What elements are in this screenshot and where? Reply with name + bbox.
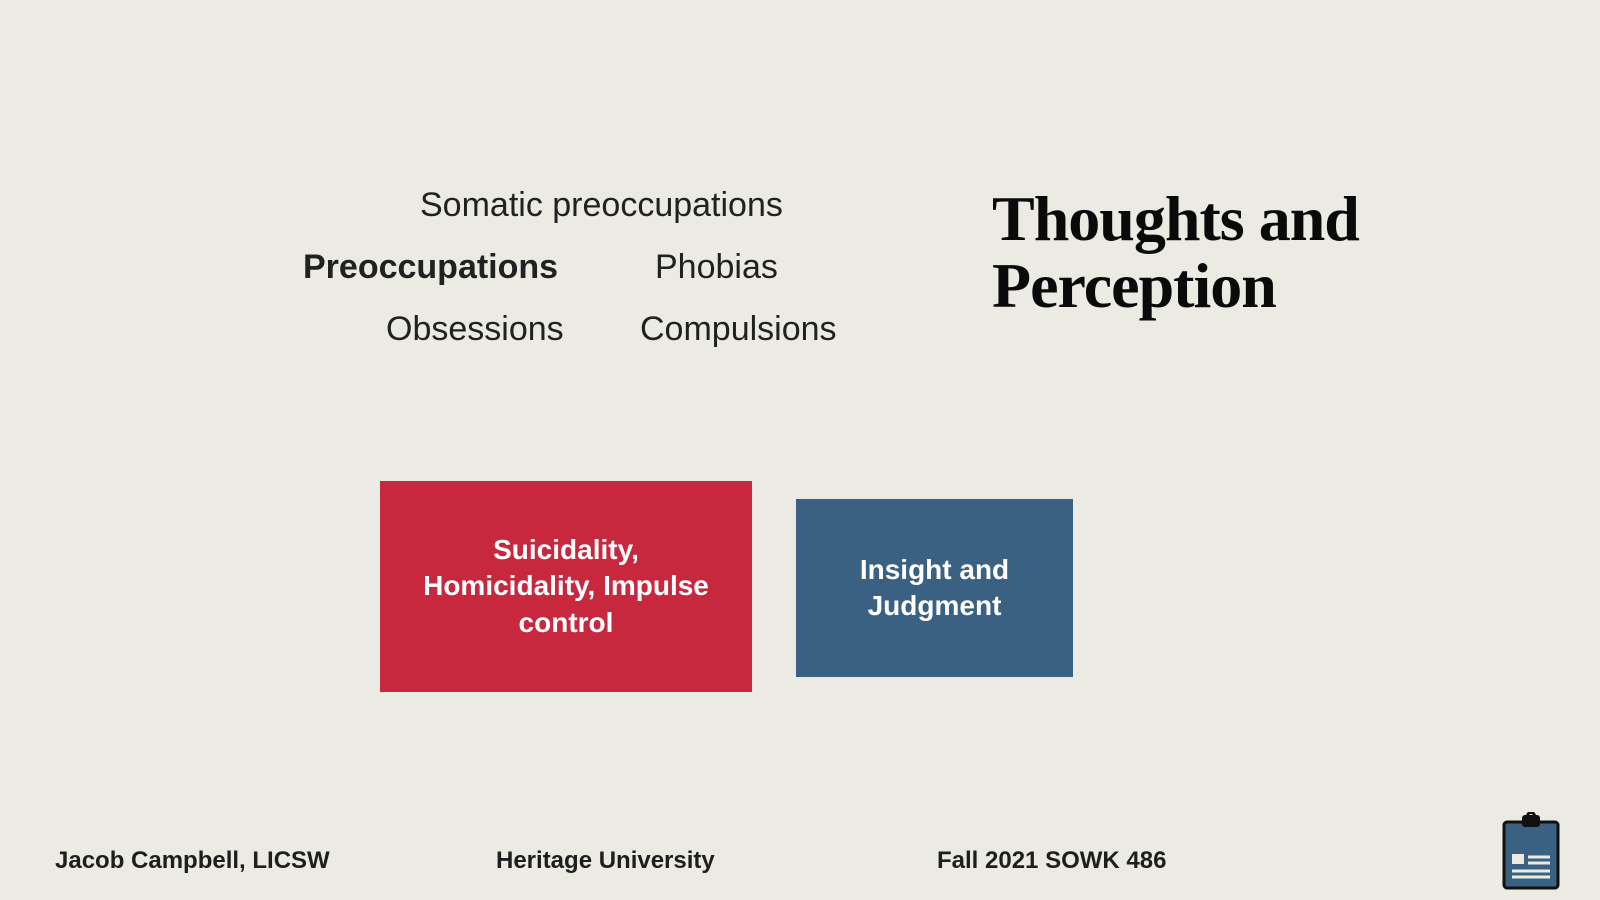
wc-preoccupations: Preoccupations	[303, 248, 558, 287]
box-insight: Insight and Judgment	[796, 499, 1073, 677]
wc-somatic: Somatic preoccupations	[420, 186, 783, 225]
box-suicidality-label: Suicidality, Homicidality, Impulse contr…	[404, 532, 728, 641]
box-suicidality: Suicidality, Homicidality, Impulse contr…	[380, 481, 752, 692]
title-line-1: Thoughts and	[992, 185, 1359, 252]
title-line-2: Perception	[992, 252, 1359, 319]
footer-institution: Heritage University	[496, 847, 715, 875]
clipboard-icon	[1500, 812, 1562, 888]
slide-title: Thoughts and Perception	[992, 185, 1359, 319]
footer-course: Fall 2021 SOWK 486	[937, 847, 1166, 875]
wc-phobias: Phobias	[655, 248, 778, 287]
footer-author: Jacob Campbell, LICSW	[55, 847, 330, 875]
box-insight-label: Insight and Judgment	[820, 552, 1049, 625]
wc-compulsions: Compulsions	[640, 310, 837, 349]
wc-obsessions: Obsessions	[386, 310, 564, 349]
